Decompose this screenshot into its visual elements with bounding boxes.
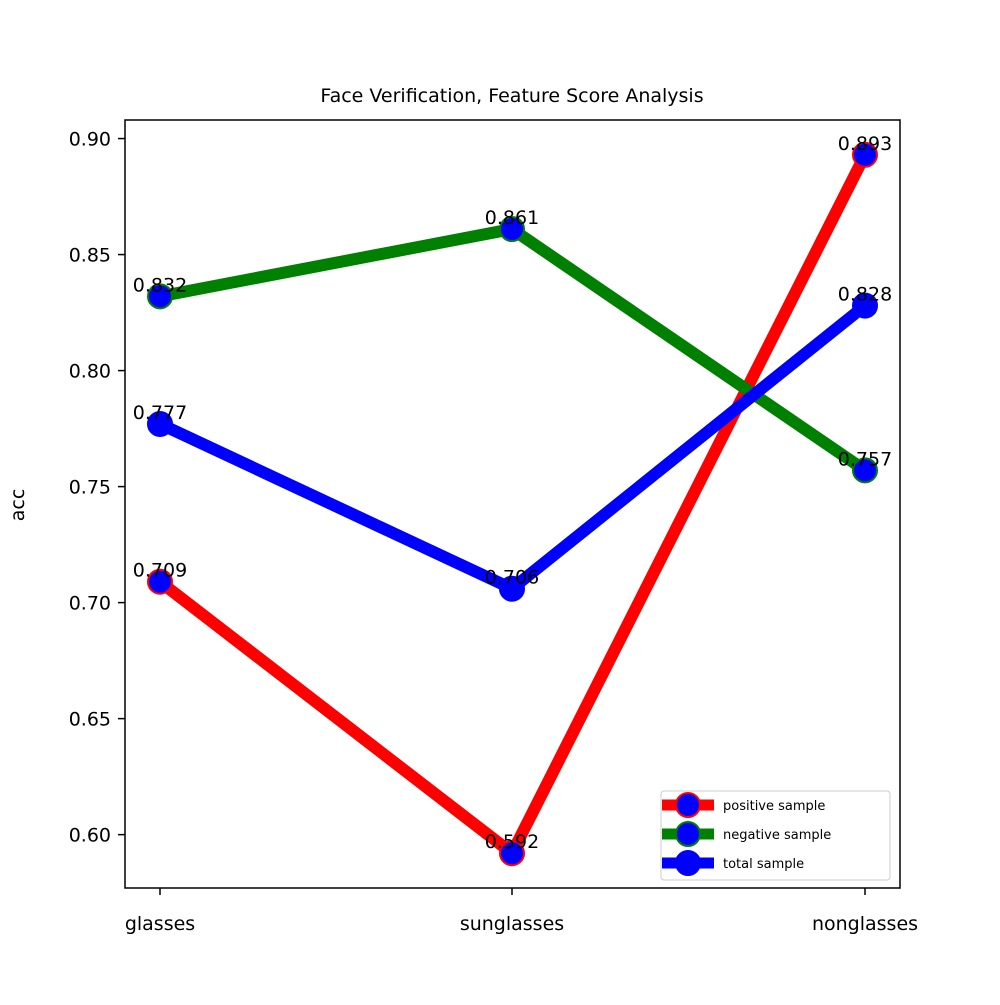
data-label-negative-sample-sunglasses: 0.861 [485, 207, 539, 229]
y-axis-label: acc [7, 489, 29, 522]
legend-label-negative-sample: negative sample [723, 828, 831, 843]
y-tick-label: 0.90 [69, 129, 111, 151]
data-point-total-sample-nonglasses [852, 292, 878, 319]
x-tick-label-glasses: glasses [125, 913, 195, 935]
data-point-positive-sample-sunglasses [499, 840, 525, 867]
data-label-positive-sample-glasses: 0.709 [133, 560, 187, 582]
legend-marker-positive-sample [675, 792, 701, 818]
data-point-positive-sample-glasses [147, 568, 173, 595]
data-point-total-sample-sunglasses [499, 575, 525, 602]
legend-label-positive-sample: positive sample [723, 799, 825, 814]
y-tick-label: 0.80 [69, 361, 111, 383]
data-label-total-sample-sunglasses: 0.706 [485, 567, 539, 589]
chart-title: Face Verification, Feature Score Analysi… [320, 85, 703, 107]
legend-marker-negative-sample [675, 821, 701, 847]
data-label-negative-sample-nonglasses: 0.757 [838, 448, 892, 470]
series-markers [147, 141, 878, 867]
data-labels: 0.709 0.592 0.893 0.832 0.861 0.757 0.777 0.706… [133, 133, 892, 853]
legend-label-total-sample: total sample [723, 857, 804, 872]
y-axis-ticks: 0.60 0.65 0.70 0.75 0.80 0.85 0.90 [69, 129, 125, 847]
legend-marker-total-sample [675, 850, 701, 876]
x-tick-label-nonglasses: nonglasses [812, 913, 918, 935]
x-axis-ticks: glasses sunglasses nonglasses [125, 888, 918, 935]
y-tick-label: 0.75 [69, 477, 111, 499]
legend: positive sample negative sample total samp… [660, 790, 891, 881]
data-point-negative-sample-sunglasses [499, 216, 525, 243]
plot-area-frame [124, 119, 901, 889]
x-tick-label-sunglasses: sunglasses [460, 913, 564, 935]
data-label-total-sample-glasses: 0.777 [133, 402, 187, 424]
y-tick-label: 0.60 [69, 825, 111, 847]
data-label-positive-sample-sunglasses: 0.592 [485, 831, 539, 853]
data-point-negative-sample-glasses [147, 283, 173, 310]
y-tick-label: 0.85 [69, 245, 111, 267]
data-point-negative-sample-nonglasses [852, 457, 878, 484]
data-point-positive-sample-nonglasses [852, 141, 878, 168]
y-tick-label: 0.65 [69, 709, 111, 731]
data-label-negative-sample-glasses: 0.832 [133, 274, 187, 296]
legend-box [660, 790, 891, 881]
data-label-total-sample-nonglasses: 0.828 [838, 284, 892, 306]
data-label-positive-sample-nonglasses: 0.893 [838, 133, 892, 155]
y-tick-label: 0.70 [69, 593, 111, 615]
data-point-total-sample-glasses [147, 410, 173, 437]
